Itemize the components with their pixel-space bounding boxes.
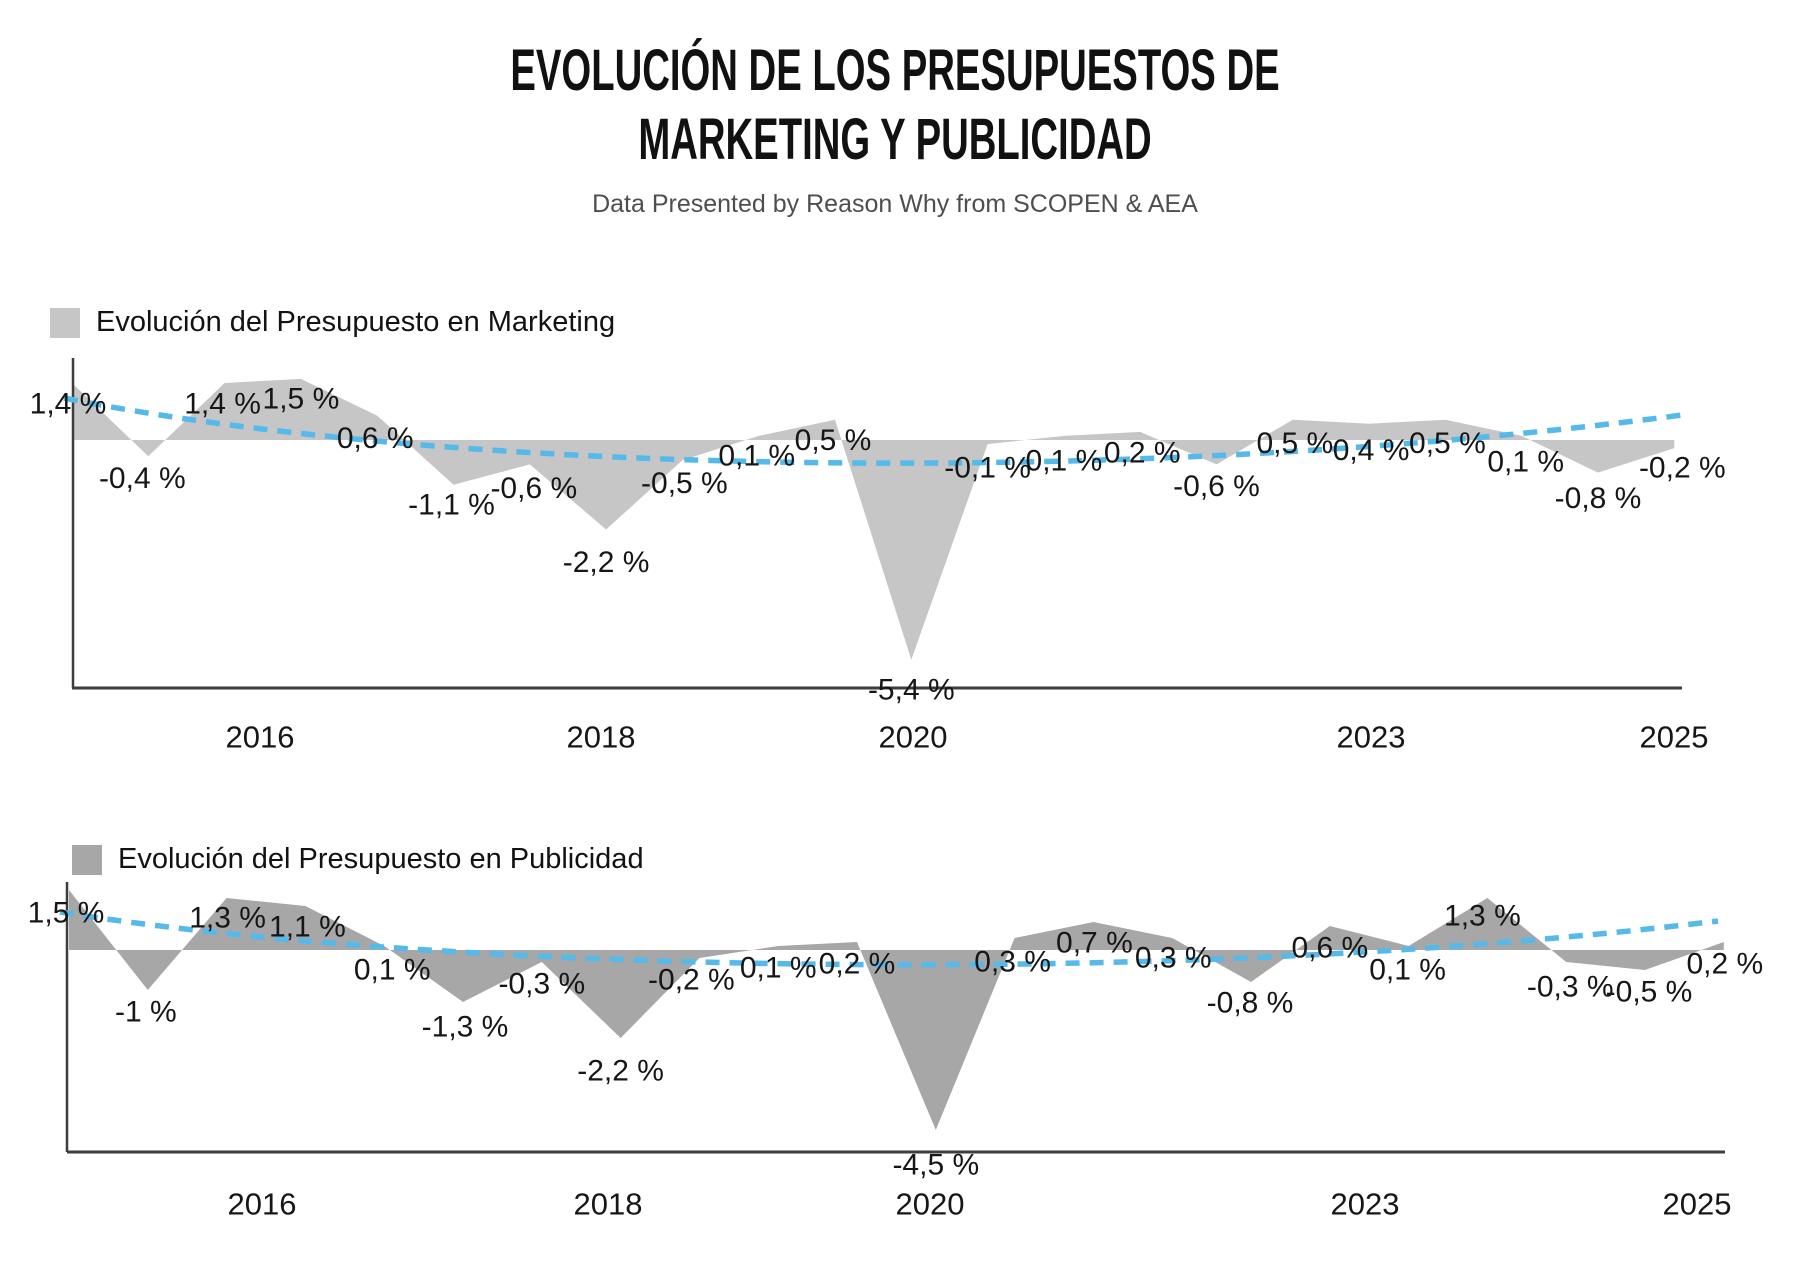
publicidad-data-label: 0,3 % (1135, 942, 1212, 975)
legend-marketing: Evolución del Presupuesto en Marketing (50, 306, 615, 339)
marketing-x-axis-label: 2018 (567, 720, 636, 755)
publicidad-data-label: 1,3 % (1444, 900, 1521, 933)
publicidad-x-axis-label: 2018 (574, 1187, 643, 1222)
legend-label-publicidad: Evolución del Presupuesto en Publicidad (118, 843, 644, 875)
publicidad-data-label: 0,1 % (354, 954, 431, 987)
legend-swatch-marketing-icon (50, 307, 80, 338)
publicidad-x-axis-label: 2025 (1663, 1187, 1732, 1222)
publicidad-data-label: -1 % (115, 996, 177, 1029)
marketing-data-label: 0,1 % (1487, 445, 1564, 478)
marketing-data-label: 0,2 % (1104, 436, 1181, 469)
marketing-trendline (63, 395, 1691, 466)
publicidad-data-label: -0,3 % (1527, 971, 1614, 1004)
legend-label-marketing: Evolución del Presupuesto en Marketing (96, 306, 616, 338)
marketing-area-chart: 1,4 %-0,4 %1,4 % 1,5 %0,6 %-1,1 %-0,6 %-2… (30, 358, 1726, 755)
publicidad-data-label: -4,5 % (892, 1149, 979, 1182)
marketing-data-label: -0,6 % (1173, 470, 1260, 503)
title-line-2: MARKETING Y PUBLICIDAD (638, 107, 1152, 172)
marketing-data-label: -2,2 % (563, 546, 650, 579)
marketing-data-label: -5,4 % (868, 673, 955, 706)
marketing-data-label: 0,1 % (1026, 444, 1103, 477)
publicidad-data-label: -1,3 % (422, 1011, 509, 1044)
marketing-data-label: -0,4 % (99, 462, 186, 495)
marketing-data-label: -0,1 % (944, 452, 1031, 485)
subtitle: Data Presented by Reason Why from SCOPEN… (592, 190, 1198, 218)
publicidad-data-label: -0,2 % (648, 964, 735, 997)
publicidad-data-label: 0,2 % (1686, 948, 1763, 981)
publicidad-data-label: -0,8 % (1207, 987, 1294, 1020)
marketing-data-label: 0,4 % (1333, 434, 1410, 467)
marketing-data-label: 0,5 % (1256, 427, 1333, 460)
marketing-data-label: 1,4 % (30, 388, 107, 421)
marketing-data-label: 0,6 % (337, 422, 414, 455)
marketing-data-label: 1,4 % (184, 388, 261, 421)
marketing-area (72, 378, 1675, 660)
marketing-data-label: 1,5 % (263, 382, 340, 415)
publicidad-trendline (59, 909, 1719, 968)
marketing-data-label: -0,2 % (1639, 452, 1726, 485)
publicidad-area (69, 890, 1724, 1130)
marketing-x-axis-label: 2016 (226, 720, 295, 755)
publicidad-data-label: -0,3 % (498, 968, 585, 1001)
marketing-data-label: 0,1 % (718, 439, 795, 472)
marketing-data-label: -0,5 % (641, 467, 728, 500)
publicidad-data-label: 0,7 % (1056, 927, 1133, 960)
marketing-x-axis-label: 2025 (1640, 720, 1709, 755)
marketing-data-label: -0,6 % (490, 472, 577, 505)
publicidad-data-label: 1,5 % (28, 897, 105, 930)
publicidad-data-label: 1,3 % (189, 902, 266, 935)
publicidad-x-axis-label: 2020 (896, 1187, 965, 1222)
page-title: EVOLUCIÓN DE LOS PRESUPUESTOS DE MARKETI… (0, 36, 1790, 174)
publicidad-data-label: 0,6 % (1291, 932, 1368, 965)
marketing-data-label: -0,8 % (1555, 482, 1642, 515)
marketing-x-axis-label: 2020 (879, 720, 948, 755)
publicidad-data-label: -2,2 % (577, 1055, 664, 1088)
legend-swatch-publicidad-icon (72, 844, 102, 875)
publicidad-data-label: 0,2 % (819, 948, 896, 981)
publicidad-data-label: 1,1 % (269, 911, 346, 944)
legend-publicidad: Evolución del Presupuesto en Publicidad (72, 843, 644, 876)
publicidad-data-label: 0,1 % (1369, 954, 1446, 987)
marketing-x-axis-label: 2023 (1337, 720, 1406, 755)
marketing-data-label: 0,5 % (795, 424, 872, 457)
publicidad-data-label: 0,3 % (974, 946, 1051, 979)
publicidad-area-chart: 1,5 %-1 %1,3 % 1,1 %0,1 %-1,3 %-0,3 %-2,2… (28, 882, 1763, 1222)
publicidad-x-axis-label: 2016 (228, 1187, 297, 1222)
title-line-1: EVOLUCIÓN DE LOS PRESUPUESTOS DE (510, 38, 1280, 103)
marketing-data-label: -1,1 % (408, 488, 495, 521)
publicidad-x-axis-label: 2023 (1331, 1187, 1400, 1222)
publicidad-data-label: 0,1 % (740, 952, 817, 985)
publicidad-data-label: -0,5 % (1606, 976, 1693, 1009)
marketing-data-label: 0,5 % (1409, 427, 1486, 460)
